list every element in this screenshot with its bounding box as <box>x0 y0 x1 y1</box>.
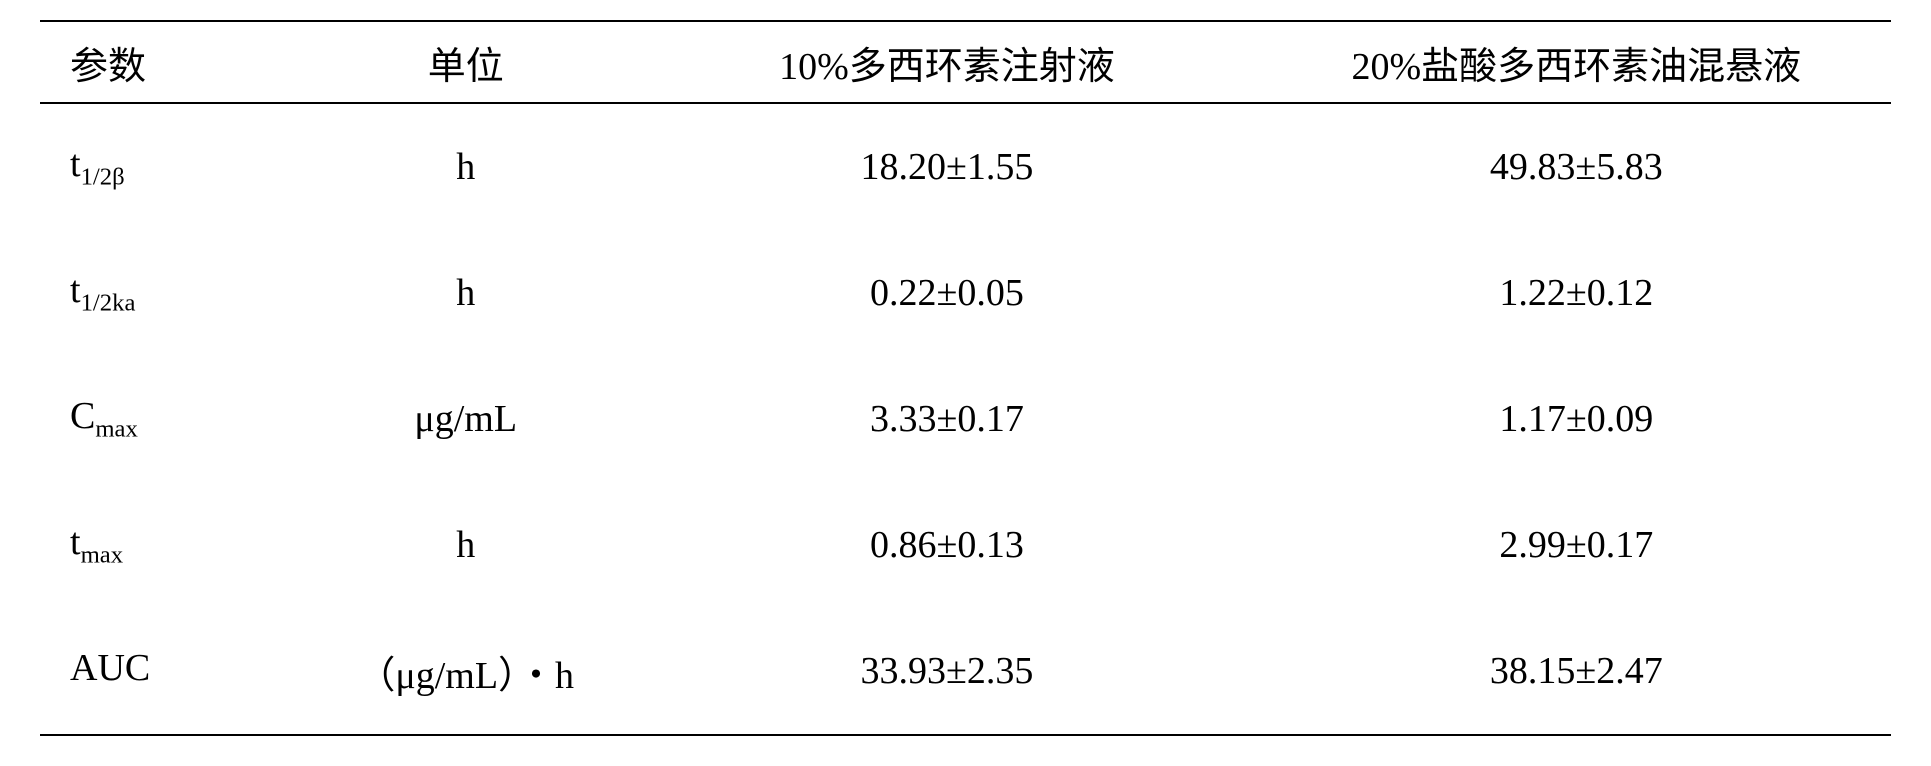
param-unit: h <box>299 103 632 230</box>
param-subscript: 1/2ka <box>81 290 136 317</box>
table-row: AUC （μg/mL）・h 33.93±2.35 38.15±2.47 <box>40 608 1891 735</box>
param-name: t1/2ka <box>40 230 299 356</box>
param-subscript: max <box>95 416 138 443</box>
param-name: t1/2β <box>40 103 299 230</box>
value-formulation-a: 0.22±0.05 <box>632 230 1261 356</box>
value-formulation-b: 1.17±0.09 <box>1262 356 1891 482</box>
param-name: tmax <box>40 482 299 608</box>
param-subscript: max <box>81 542 124 569</box>
param-base: t <box>70 269 81 311</box>
param-base: t <box>70 521 81 563</box>
param-base: C <box>70 395 95 437</box>
header-formulation-b: 20%盐酸多西环素油混悬液 <box>1262 21 1891 103</box>
value-formulation-b: 2.99±0.17 <box>1262 482 1891 608</box>
param-unit: h <box>299 482 632 608</box>
param-base: AUC <box>70 647 150 689</box>
value-formulation-a: 3.33±0.17 <box>632 356 1261 482</box>
param-base: t <box>70 143 81 185</box>
header-formulation-a: 10%多西环素注射液 <box>632 21 1261 103</box>
param-unit: μg/mL <box>299 356 632 482</box>
param-subscript: 1/2β <box>81 164 125 191</box>
value-formulation-a: 0.86±0.13 <box>632 482 1261 608</box>
param-unit: （μg/mL）・h <box>299 608 632 735</box>
value-formulation-a: 33.93±2.35 <box>632 608 1261 735</box>
param-name: Cmax <box>40 356 299 482</box>
param-unit: h <box>299 230 632 356</box>
header-parameter: 参数 <box>40 21 299 103</box>
param-name: AUC <box>40 608 299 735</box>
header-unit: 单位 <box>299 21 632 103</box>
value-formulation-a: 18.20±1.55 <box>632 103 1261 230</box>
value-formulation-b: 1.22±0.12 <box>1262 230 1891 356</box>
value-formulation-b: 38.15±2.47 <box>1262 608 1891 735</box>
table-row: tmax h 0.86±0.13 2.99±0.17 <box>40 482 1891 608</box>
table-row: t1/2β h 18.20±1.55 49.83±5.83 <box>40 103 1891 230</box>
value-formulation-b: 49.83±5.83 <box>1262 103 1891 230</box>
pk-parameters-table: 参数 单位 10%多西环素注射液 20%盐酸多西环素油混悬液 t1/2β h 1… <box>40 20 1891 736</box>
table-row: t1/2ka h 0.22±0.05 1.22±0.12 <box>40 230 1891 356</box>
table-row: Cmax μg/mL 3.33±0.17 1.17±0.09 <box>40 356 1891 482</box>
table-header-row: 参数 单位 10%多西环素注射液 20%盐酸多西环素油混悬液 <box>40 21 1891 103</box>
